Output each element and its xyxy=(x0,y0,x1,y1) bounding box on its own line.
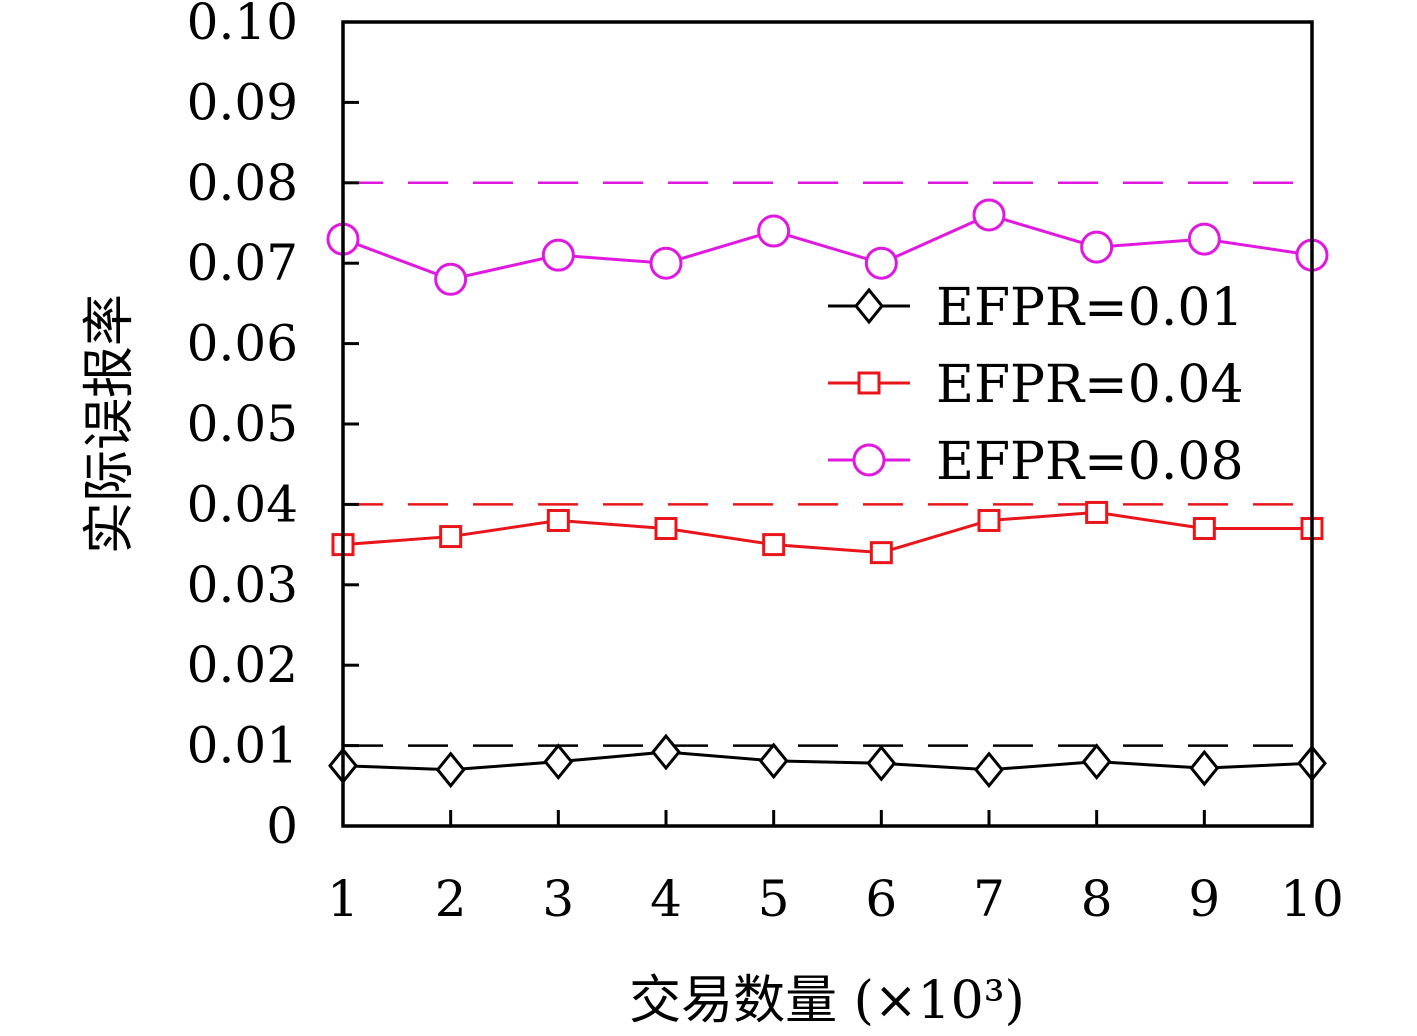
series-line xyxy=(342,213,1313,281)
x-tick-label: 5 xyxy=(758,870,790,928)
data-point-diamond xyxy=(543,743,574,781)
x-tick-label: 6 xyxy=(865,870,897,928)
data-point-diamond xyxy=(1081,743,1112,781)
y-tick-label: 0.04 xyxy=(187,475,298,533)
legend-label: EFPR=0.01 xyxy=(936,278,1244,338)
x-tick-label: 9 xyxy=(1188,870,1220,928)
x-axis-label: 交易数量 (×10³) xyxy=(629,971,1025,1031)
data-point-diamond xyxy=(974,751,1004,789)
data-point-square xyxy=(762,533,786,557)
legend-item-3: EFPR=0.08 xyxy=(828,432,1244,492)
y-axis-label: 实际误报率 xyxy=(80,294,140,554)
data-point-circle xyxy=(434,262,468,296)
y-tick-label: 0.10 xyxy=(187,0,298,51)
legend-label: EFPR=0.04 xyxy=(936,355,1244,415)
y-axis-ticks: 0 0.01 0.02 0.03 0.04 0.05 0.06 0.07 0.08 0.09 0.1… xyxy=(187,0,359,855)
y-tick-label: 0.01 xyxy=(187,717,298,775)
y-tick-label: 0.09 xyxy=(187,73,298,131)
series-2 xyxy=(331,500,1324,565)
y-tick-label: 0 xyxy=(266,797,298,855)
legend-marker-circle xyxy=(852,443,886,477)
series-line xyxy=(342,510,1312,555)
x-tick-label: 3 xyxy=(542,870,574,928)
data-point-circle xyxy=(541,238,575,272)
legend-marker-diamond xyxy=(854,287,884,325)
legend-label: EFPR=0.08 xyxy=(936,432,1244,492)
x-tick-label: 7 xyxy=(973,870,1005,928)
x-tick-label: 1 xyxy=(327,870,359,928)
series-lines xyxy=(326,198,1329,789)
y-tick-label: 0.02 xyxy=(187,636,298,694)
data-point-square xyxy=(1085,500,1109,524)
x-tick-label: 2 xyxy=(435,870,467,928)
legend-item-1: EFPR=0.01 xyxy=(828,278,1244,338)
x-axis-ticks: 1 2 3 4 5 6 7 8 9 10 xyxy=(327,810,1344,928)
reference-lines xyxy=(343,181,1312,747)
legend-item-2: EFPR=0.04 xyxy=(828,355,1244,415)
x-tick-label: 10 xyxy=(1280,870,1344,928)
data-point-circle xyxy=(649,246,683,280)
plot-frame xyxy=(341,20,1314,828)
data-point-circle xyxy=(864,246,898,280)
data-point-square xyxy=(977,508,1001,532)
y-tick-label: 0.07 xyxy=(187,234,298,292)
data-point-square xyxy=(869,541,893,565)
y-tick-label: 0.03 xyxy=(187,556,298,614)
y-tick-label: 0.05 xyxy=(187,395,298,453)
data-point-diamond xyxy=(866,744,897,782)
data-point-diamond xyxy=(651,733,681,771)
x-tick-label: 4 xyxy=(650,870,682,928)
data-point-diamond xyxy=(1189,749,1220,787)
data-point-square xyxy=(546,508,570,532)
data-point-circle xyxy=(757,214,791,248)
data-point-square xyxy=(1192,517,1216,541)
data-point-circle xyxy=(1080,230,1114,264)
data-point-square xyxy=(439,525,463,549)
legend-marker-square xyxy=(857,371,881,395)
data-point-diamond xyxy=(758,742,789,780)
series-3 xyxy=(326,198,1329,296)
series-line xyxy=(342,750,1313,772)
data-point-circle xyxy=(1187,222,1221,256)
data-point-square xyxy=(654,517,678,541)
legend: EFPR=0.01 EFPR=0.04 EFPR=0.08 xyxy=(828,278,1244,492)
y-tick-label: 0.06 xyxy=(187,315,298,373)
data-point-diamond xyxy=(435,751,466,789)
x-tick-label: 8 xyxy=(1081,870,1113,928)
series-1 xyxy=(328,733,1327,789)
data-point-circle xyxy=(972,198,1006,232)
y-tick-label: 0.08 xyxy=(187,154,298,212)
